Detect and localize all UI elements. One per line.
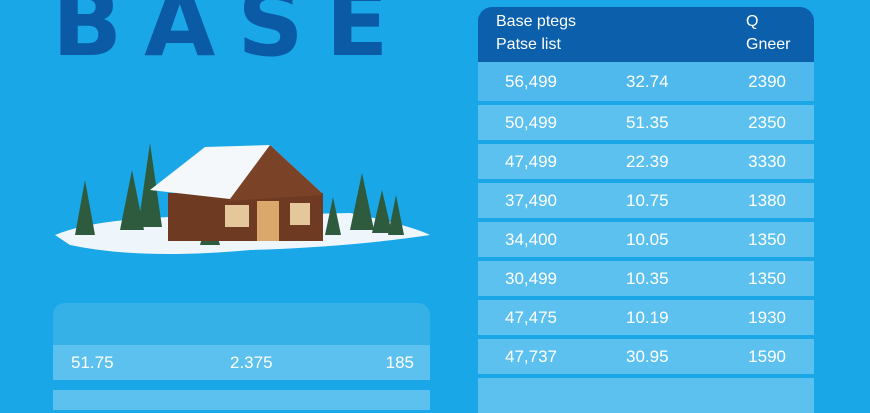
panel-row[interactable]: 51.75 2.375 185	[53, 345, 430, 380]
cell: 47,475	[505, 307, 557, 327]
page-title: BASE	[52, 0, 411, 77]
header-subtitle: Patse list	[496, 36, 561, 53]
price-table: Base ptegs Patse list Q Gneer 56,499 32.7…	[478, 7, 814, 413]
cell: 10.35	[626, 268, 669, 288]
cell: 47,737	[505, 346, 557, 366]
cell: 2.375	[230, 352, 273, 372]
table-row[interactable]: 47,737 30.95 1590	[478, 339, 814, 374]
table-header: Base ptegs Patse list Q Gneer	[478, 7, 814, 62]
cell: 1380	[748, 190, 786, 210]
cell: 34,400	[505, 229, 557, 249]
cell: 185	[385, 352, 414, 372]
cell: 51.75	[71, 352, 114, 372]
cell: 2390	[748, 71, 786, 91]
header-title: Base ptegs	[496, 13, 577, 30]
cell: 47,499	[505, 151, 557, 171]
snowy-cabin-icon	[55, 143, 430, 254]
cell: 22.39	[626, 151, 669, 171]
cell: 10.75	[626, 190, 669, 210]
cell: 56,499	[505, 71, 557, 91]
table-row[interactable]: 47,499 22.39 3330	[478, 144, 814, 179]
cell: 30,499	[505, 268, 557, 288]
cell: 1590	[748, 346, 786, 366]
table-row[interactable]: 37,490 10.75 1380	[478, 183, 814, 218]
cell: 3330	[748, 151, 786, 171]
cell: 50,499	[505, 112, 557, 132]
table-row[interactable]: 50,499 51.35 2350	[478, 105, 814, 140]
cell: 10.19	[626, 307, 669, 327]
panel-row[interactable]	[53, 390, 430, 410]
cell: 37,490	[505, 190, 557, 210]
table-row[interactable]: 30,499 10.35 1350	[478, 261, 814, 296]
cell: 2350	[748, 112, 786, 132]
cell: 30.95	[626, 346, 669, 366]
table-row[interactable]: 56,499 32.74 2390	[478, 62, 814, 101]
table-row[interactable]: 47,475 10.19 1930	[478, 300, 814, 335]
panel-header	[53, 303, 430, 345]
cell: 32.74	[626, 71, 669, 91]
cell: 1930	[748, 307, 786, 327]
cell: 51.35	[626, 112, 669, 132]
summary-panel: 51.75 2.375 185	[53, 303, 430, 410]
header-right-label: Q	[746, 13, 759, 30]
table-row[interactable]: 34,400 10.05 1350	[478, 222, 814, 257]
cell: 1350	[748, 229, 786, 249]
header-right-sublabel: Gneer	[746, 36, 791, 53]
cell: 1350	[748, 268, 786, 288]
cell: 10.05	[626, 229, 669, 249]
table-row[interactable]	[478, 378, 814, 413]
